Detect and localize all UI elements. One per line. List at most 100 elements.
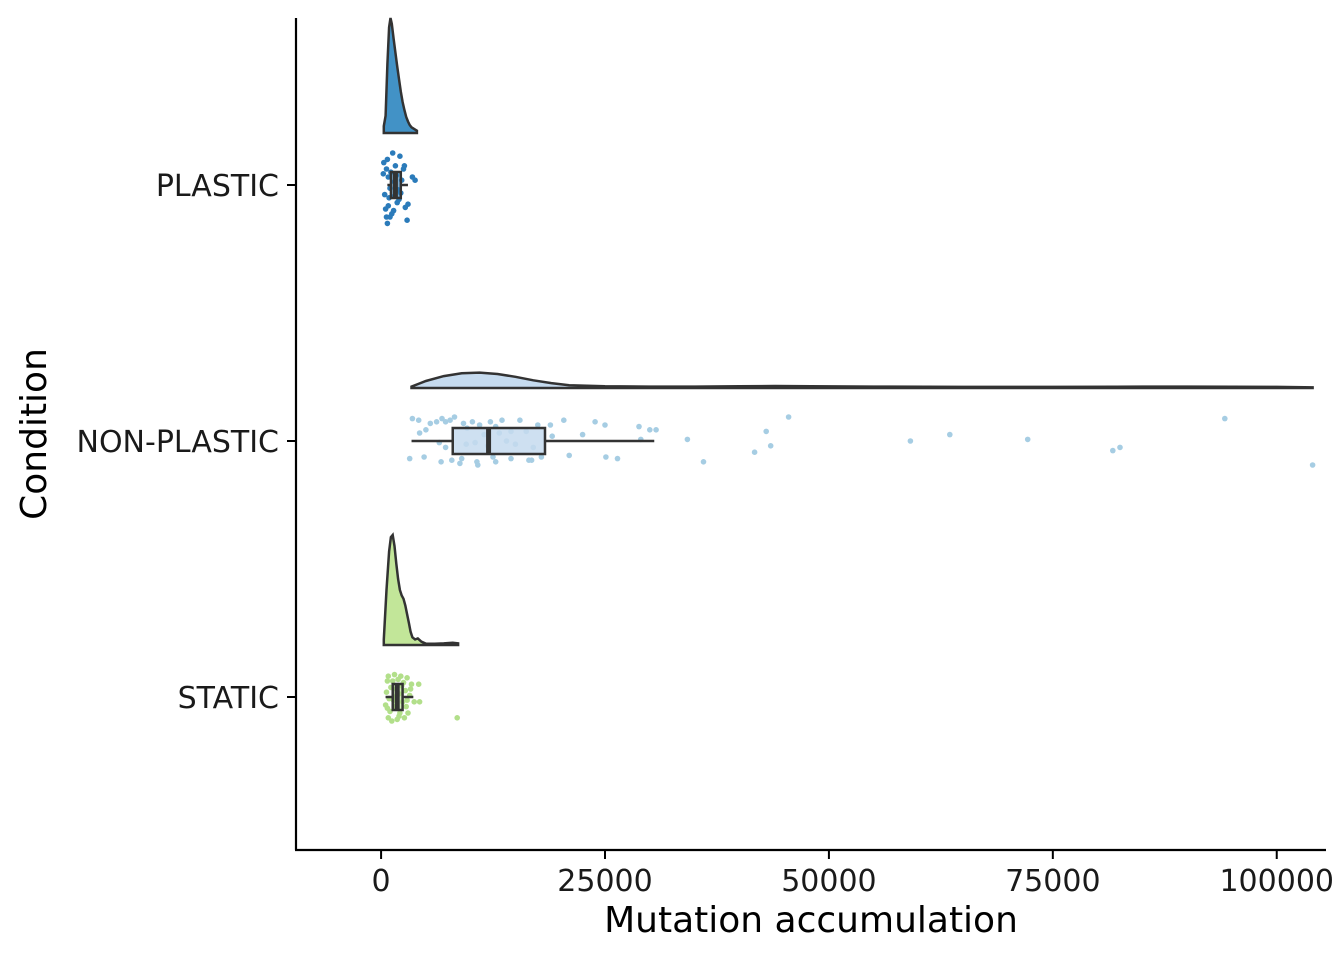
data-point	[785, 414, 792, 420]
data-point	[390, 207, 397, 214]
data-point	[384, 705, 391, 711]
data-point	[381, 191, 388, 198]
data-point	[592, 419, 598, 425]
data-point	[492, 459, 499, 465]
data-point	[387, 214, 393, 220]
x-tick-label: 0	[372, 864, 391, 899]
data-point	[405, 710, 411, 716]
data-point	[602, 422, 608, 428]
data-point	[561, 417, 567, 424]
data-point	[1117, 444, 1123, 451]
data-point	[415, 417, 422, 424]
data-point	[404, 697, 410, 703]
data-point	[384, 678, 391, 684]
data-point	[449, 457, 455, 464]
series-static	[382, 532, 461, 724]
series-plastic	[380, 17, 419, 227]
data-point	[647, 427, 653, 433]
density-plastic	[382, 17, 419, 135]
data-point	[460, 420, 467, 427]
data-point	[389, 150, 396, 156]
data-point	[1110, 447, 1116, 454]
data-point	[411, 699, 418, 705]
data-point	[404, 217, 410, 223]
data-point	[1309, 462, 1316, 468]
x-tick-label: 25000	[557, 864, 652, 899]
data-point	[476, 422, 483, 428]
data-point	[700, 459, 707, 465]
data-point	[433, 419, 440, 425]
data-point	[517, 417, 523, 424]
data-point	[458, 455, 465, 462]
data-point	[636, 423, 642, 430]
data-point	[438, 459, 444, 465]
data-point	[412, 177, 418, 183]
x-ticks: 0 25000 50000 75000 100000	[372, 850, 1334, 899]
data-point	[391, 671, 398, 678]
data-point	[395, 676, 401, 683]
density-non-plastic	[410, 371, 1314, 390]
box-non-plastic	[451, 426, 547, 456]
y-ticks: PLASTIC NON-PLASTIC STATIC	[77, 169, 296, 716]
data-point	[538, 454, 545, 460]
data-point	[384, 156, 391, 163]
data-point	[579, 431, 586, 438]
data-point	[528, 457, 535, 464]
y-tick-label: NON-PLASTIC	[77, 425, 280, 460]
series-non-plastic	[406, 371, 1316, 468]
data-point	[475, 462, 481, 468]
data-point	[427, 420, 434, 427]
data-point	[487, 419, 494, 425]
data-point	[439, 415, 445, 422]
data-point	[415, 681, 422, 687]
data-point	[383, 689, 390, 695]
data-point	[614, 455, 621, 462]
data-point	[469, 419, 476, 425]
data-point	[403, 703, 410, 710]
data-point	[423, 427, 429, 433]
data-point	[1024, 436, 1031, 443]
data-point	[397, 153, 403, 159]
data-point	[454, 715, 461, 721]
data-point	[404, 675, 410, 681]
data-point	[416, 699, 423, 705]
data-point	[653, 427, 659, 433]
data-point	[442, 419, 449, 425]
plot-area	[380, 17, 1316, 724]
data-point	[499, 417, 505, 424]
data-point	[549, 433, 555, 440]
y-axis-title: Condition	[14, 348, 55, 520]
data-point	[603, 454, 609, 460]
data-point	[389, 718, 395, 724]
data-point	[407, 686, 414, 692]
data-point	[684, 436, 691, 443]
y-tick-label: PLASTIC	[156, 169, 279, 204]
data-point	[1222, 415, 1228, 422]
data-point	[416, 430, 423, 436]
data-point	[947, 431, 953, 438]
data-point	[383, 166, 390, 172]
density-static	[382, 532, 460, 647]
data-point	[402, 204, 409, 211]
data-point	[451, 414, 458, 420]
data-point	[402, 687, 409, 694]
data-point	[401, 163, 408, 169]
data-point	[381, 159, 387, 166]
data-point	[401, 715, 408, 721]
data-point	[490, 454, 496, 460]
data-point	[447, 417, 453, 424]
data-point	[421, 454, 427, 460]
data-point	[396, 713, 402, 719]
data-point	[384, 220, 391, 227]
data-point	[380, 171, 387, 177]
data-point	[392, 163, 399, 169]
data-point	[457, 460, 463, 467]
y-tick-label: STATIC	[178, 681, 279, 716]
data-point	[385, 673, 392, 679]
data-point	[566, 452, 572, 459]
data-point	[547, 422, 554, 428]
x-tick-label: 50000	[781, 864, 876, 899]
data-point	[767, 443, 774, 449]
data-point	[535, 422, 541, 428]
